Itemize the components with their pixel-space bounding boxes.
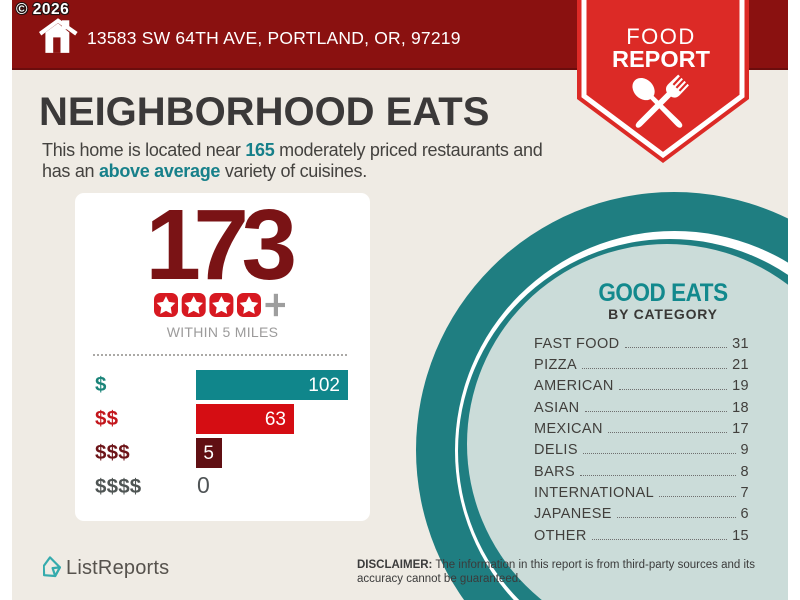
- svg-text:REPORT: REPORT: [612, 46, 711, 72]
- svg-text:FOOD: FOOD: [626, 24, 696, 49]
